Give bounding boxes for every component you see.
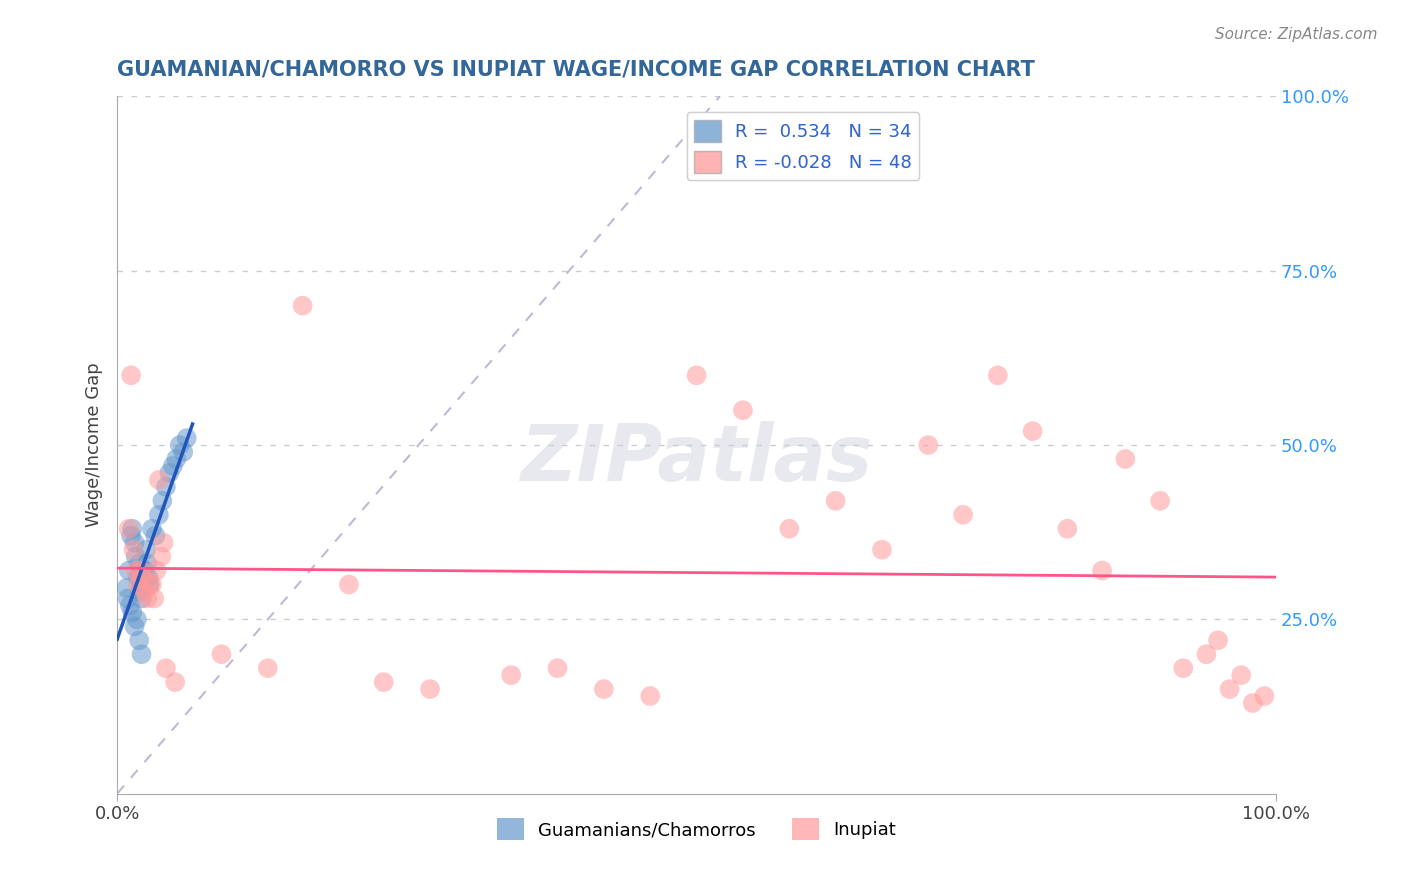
Point (131, 577, 153, 591)
Point (136, 557, 159, 571)
Point (129, 584, 152, 599)
Point (157, 466, 180, 480)
Point (685, 368, 707, 383)
Point (118, 522, 141, 536)
Point (121, 522, 143, 536)
Point (1206, 633, 1229, 648)
Point (162, 458, 184, 473)
Point (141, 577, 163, 591)
Point (1230, 668, 1253, 682)
Point (1091, 564, 1114, 578)
Point (501, 668, 523, 682)
Point (115, 581, 138, 595)
Point (120, 368, 142, 383)
Point (419, 682, 441, 697)
Point (118, 599, 141, 613)
Point (547, 661, 569, 675)
Point (135, 542, 157, 557)
Point (148, 508, 170, 522)
Point (256, 661, 278, 675)
Point (917, 438, 939, 452)
Point (337, 577, 360, 591)
Point (125, 564, 148, 578)
Point (121, 606, 143, 620)
Point (638, 689, 661, 703)
Point (124, 619, 146, 633)
Point (122, 542, 145, 557)
Point (129, 564, 152, 578)
Point (731, 403, 754, 417)
Text: GUAMANIAN/CHAMORRO VS INUPIAT WAGE/INCOME GAP CORRELATION CHART: GUAMANIAN/CHAMORRO VS INUPIAT WAGE/INCOM… (117, 60, 1035, 79)
Point (141, 522, 163, 536)
Point (136, 591, 159, 606)
Point (134, 564, 156, 578)
Legend: R =  0.534   N = 34, R = -0.028   N = 48: R = 0.534 N = 34, R = -0.028 N = 48 (686, 112, 920, 180)
Point (117, 591, 139, 606)
Point (150, 549, 173, 564)
Point (128, 633, 150, 648)
Point (124, 535, 146, 549)
Point (987, 368, 1010, 383)
Point (127, 577, 149, 591)
Point (172, 445, 194, 459)
Point (1056, 522, 1078, 536)
Text: ZIPatlas: ZIPatlas (520, 421, 873, 497)
Point (120, 529, 142, 543)
Point (148, 473, 170, 487)
Point (824, 493, 846, 508)
Point (1253, 689, 1275, 703)
Point (152, 535, 174, 549)
Point (155, 661, 177, 675)
Point (145, 529, 167, 543)
Point (138, 577, 160, 591)
Point (952, 508, 974, 522)
Point (125, 549, 148, 564)
Point (127, 570, 149, 584)
Point (128, 557, 150, 571)
Point (165, 675, 187, 690)
Point (373, 675, 395, 690)
Point (165, 452, 187, 467)
Point (1219, 682, 1241, 697)
Point (211, 647, 233, 661)
Point (134, 584, 156, 599)
Point (1173, 661, 1195, 675)
Point (131, 591, 153, 606)
Point (143, 591, 166, 606)
Point (870, 542, 893, 557)
Point (176, 431, 198, 445)
Point (155, 480, 177, 494)
Point (169, 438, 191, 452)
Point (131, 647, 153, 661)
Point (138, 577, 160, 591)
Point (1021, 424, 1043, 438)
Point (1114, 452, 1136, 467)
Point (131, 570, 153, 584)
Y-axis label: Wage/Income Gap: Wage/Income Gap (86, 363, 103, 527)
Point (1195, 647, 1218, 661)
Point (138, 570, 160, 584)
Point (118, 564, 141, 578)
Point (150, 493, 173, 508)
Point (291, 299, 314, 313)
Text: Source: ZipAtlas.com: Source: ZipAtlas.com (1215, 27, 1378, 42)
Point (1149, 493, 1171, 508)
Point (592, 682, 614, 697)
Point (778, 522, 800, 536)
Point (145, 564, 167, 578)
Point (125, 612, 148, 626)
Point (1241, 696, 1264, 710)
